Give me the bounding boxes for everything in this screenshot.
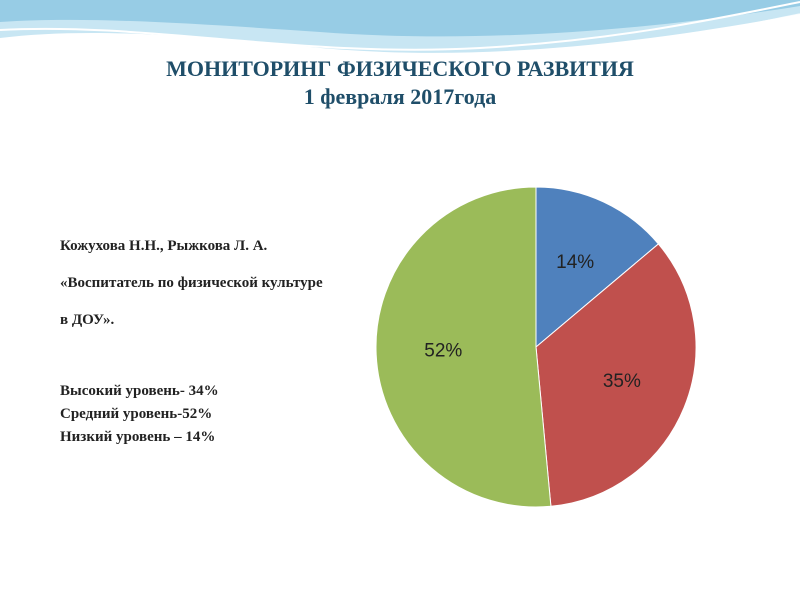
title-line-2: 1 февраля 2017года [303,84,497,109]
header-wave-decoration [0,0,800,62]
citation-text: Кожухова Н.Н., Рыжкова Л. А. «Воспитател… [60,238,323,328]
page-title: МОНИТОРИНГ ФИЗИЧЕСКОГО РАЗВИТИЯ 1 феврал… [0,55,800,111]
pie-slice-1 [535,243,697,507]
pie-chart: 14% 35% 52% [375,186,697,508]
title-line-1: МОНИТОРИНГ ФИЗИЧЕСКОГО РАЗВИТИЯ [166,56,634,81]
pie-slice-label-0: 14% [556,252,594,273]
pie-slice-0 [535,186,660,349]
level-summary: Высокий уровень- 34% Средний уровень-52%… [60,380,360,449]
level-high: Высокий уровень- 34% [60,383,219,399]
pie-slice-label-2: 52% [424,340,462,361]
pie-slice-label-1: 35% [603,371,641,392]
level-medium: Средний уровень-52% [60,406,213,422]
pie-slice-2 [375,186,552,508]
level-low: Низкий уровень – 14% [60,429,216,445]
